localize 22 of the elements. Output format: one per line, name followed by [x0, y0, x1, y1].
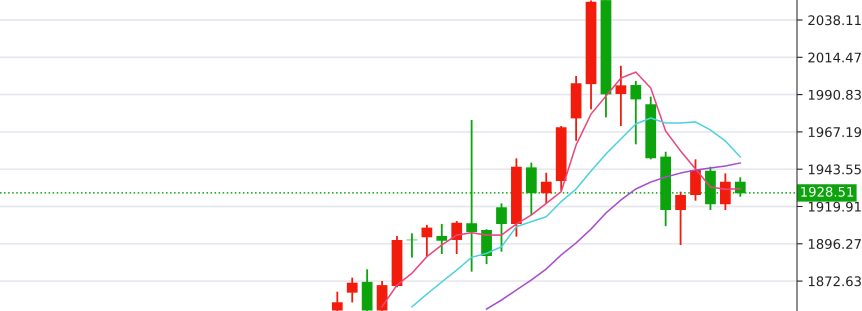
- candlestick: [616, 64, 626, 127]
- y-tick-label: 1896.27: [808, 239, 861, 249]
- candlestick: [406, 232, 418, 259]
- candlestick: [436, 223, 448, 255]
- candlestick: [720, 172, 731, 211]
- y-tick-label: 1872.63: [808, 276, 861, 286]
- y-tick-label: 2014.47: [808, 52, 861, 63]
- line-series: [411, 117, 742, 308]
- y-tick-label: 2038.11: [808, 15, 861, 26]
- y-tick-label: 1990.83: [808, 90, 861, 100]
- candlestick: [540, 172, 552, 204]
- candlestick: [630, 80, 642, 146]
- line-series: [486, 162, 742, 310]
- candlestick: [421, 224, 432, 258]
- candlestick: [496, 202, 507, 253]
- y-tick-label: 1919.91: [808, 202, 861, 212]
- candlestick: [332, 290, 343, 311]
- y-tick-label: 1943.55: [808, 164, 861, 174]
- candlestick: [675, 190, 686, 246]
- ref-line-label: 1928.51: [801, 186, 854, 197]
- candlestick: [346, 276, 358, 304]
- y-tick-label: 1967.19: [808, 127, 862, 138]
